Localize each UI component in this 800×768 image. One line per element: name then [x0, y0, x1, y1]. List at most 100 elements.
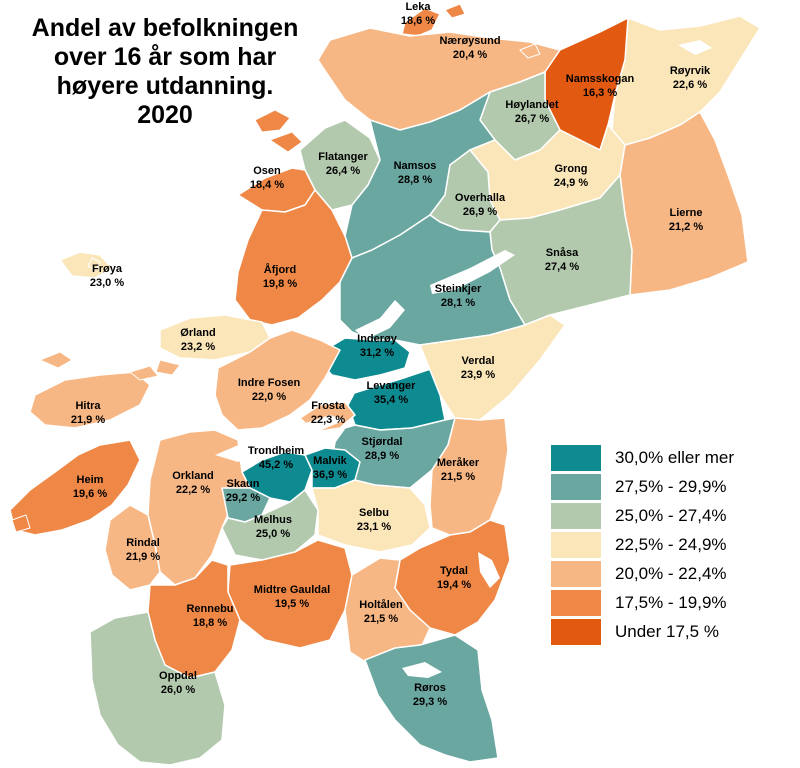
municipality-name: Oppdal	[159, 670, 197, 682]
municipality-name: Overhalla	[454, 192, 506, 204]
municipality-value: 21,5 %	[363, 613, 399, 625]
municipality-name: Midtre Gauldal	[253, 584, 331, 596]
municipality-name: Skaun	[226, 478, 260, 490]
municipality-name: Namsos	[393, 160, 437, 172]
municipality-region	[344, 557, 431, 666]
municipality-name: Åfjord	[263, 264, 297, 276]
municipality-label: Levanger 35,4 %	[367, 379, 416, 407]
island	[444, 3, 466, 19]
municipality-label: Inderøy 31,2 %	[357, 332, 397, 360]
municipality-label: Rennebu 18,8 %	[186, 602, 233, 630]
municipality-value: 21,9 %	[125, 551, 161, 563]
lake-aursunden	[402, 662, 442, 678]
municipality-name: Tydal	[440, 565, 468, 577]
municipality-region	[364, 634, 499, 763]
fjord-beitstad	[355, 300, 405, 340]
legend-swatch	[551, 532, 601, 558]
municipality-value: 25,0 %	[255, 528, 291, 540]
municipality-name: Frosta	[311, 400, 345, 412]
municipality-value: 29,2 %	[225, 492, 261, 504]
municipality-name: Rennebu	[186, 603, 234, 615]
legend-item: 27,5% - 29,9%	[551, 474, 791, 500]
legend-swatch	[551, 474, 601, 500]
title-line-3: høyere utdanning.	[56, 72, 274, 100]
municipality-label: Flatanger 26,4 %	[318, 150, 368, 178]
island	[128, 365, 159, 381]
title-line-1: Andel av befolkningen	[31, 14, 299, 42]
municipality-value: 26,7 %	[514, 113, 550, 125]
municipality-label: Røros 29,3 %	[413, 681, 447, 709]
municipality-name: Meråker	[436, 457, 480, 469]
municipality-label: Midtre Gauldal 19,5 %	[254, 583, 330, 611]
legend-swatch	[551, 590, 601, 616]
municipality-value: 23,2 %	[180, 341, 216, 353]
municipality-label: Meråker 21,5 %	[437, 456, 479, 484]
municipality-value: 21,5 %	[440, 471, 476, 483]
municipality-label: Steinkjer 28,1 %	[435, 282, 481, 310]
municipality-name: Holtålen	[359, 599, 403, 611]
municipality-value: 28,1 %	[440, 297, 476, 309]
island	[254, 109, 291, 133]
municipality-value: 20,4 %	[452, 49, 488, 61]
municipality-name: Selbu	[359, 507, 389, 519]
legend-item: 22,5% - 24,9%	[551, 532, 791, 558]
municipality-label: Røyrvik 22,6 %	[670, 64, 710, 92]
lake-snasavatnet	[430, 250, 515, 294]
municipality-name: Orkland	[172, 470, 214, 482]
municipality-label: Frosta 22,3 %	[311, 399, 345, 427]
municipality-label: Selbu 23,1 %	[357, 506, 391, 534]
legend-swatch	[551, 619, 601, 645]
municipality-label: Namsskogan 16,3 %	[566, 72, 634, 100]
legend-label: 22,5% - 24,9%	[615, 535, 727, 554]
legend-label: 25,0% - 27,4%	[615, 506, 727, 525]
municipality-value: 21,2 %	[668, 221, 704, 233]
legend-item: 25,0% - 27,4%	[551, 503, 791, 529]
municipality-name: Leka	[405, 1, 431, 13]
municipality-label: Leka 18,6 %	[401, 0, 435, 28]
municipality-name: Verdal	[461, 355, 495, 367]
municipality-label: Høylandet 26,7 %	[505, 98, 558, 126]
municipality-label: Overhalla 26,9 %	[455, 191, 505, 219]
municipality-value: 23,0 %	[89, 277, 125, 289]
municipality-region	[29, 371, 151, 429]
municipality-label: Holtålen 21,5 %	[359, 598, 402, 626]
municipality-name: Lierne	[669, 207, 703, 219]
municipality-label: Snåsa 27,4 %	[545, 246, 579, 274]
municipality-value: 35,4 %	[373, 394, 409, 406]
municipality-value: 29,3 %	[412, 696, 448, 708]
municipality-name: Levanger	[366, 380, 416, 392]
municipality-label: Grong 24,9 %	[554, 162, 588, 190]
municipality-region	[59, 251, 113, 279]
municipality-value: 19,4 %	[436, 579, 472, 591]
municipality-region	[89, 611, 226, 766]
municipality-label: Åfjord 19,8 %	[263, 263, 297, 291]
municipality-label: Lierne 21,2 %	[669, 206, 703, 234]
legend-label: Under 17,5 %	[615, 622, 719, 641]
legend-item: 20,0% - 22,4%	[551, 561, 791, 587]
municipality-name: Malvik	[313, 455, 347, 467]
municipality-label: Oppdal 26,0 %	[159, 669, 197, 697]
municipality-value: 19,6 %	[72, 488, 108, 500]
legend-swatch	[551, 503, 601, 529]
municipality-label: Frøya 23,0 %	[90, 262, 124, 290]
fjord-trondheim	[215, 415, 345, 462]
municipality-label: Orkland 22,2 %	[172, 469, 214, 497]
municipality-label: Stjørdal 28,9 %	[362, 435, 403, 463]
municipality-name: Inderøy	[357, 333, 397, 345]
municipality-value: 27,4 %	[544, 261, 580, 273]
municipality-region	[311, 479, 431, 553]
municipality-value: 21,9 %	[70, 414, 106, 426]
island	[11, 514, 31, 533]
municipality-label: Ørland 23,2 %	[180, 326, 215, 354]
municipality-label: Verdal 23,9 %	[461, 354, 495, 382]
municipality-region	[234, 189, 353, 326]
municipality-value: 26,9 %	[462, 206, 498, 218]
municipality-name: Røyrvik	[669, 65, 711, 77]
municipality-name: Røros	[414, 682, 446, 694]
map-title: Andel av befolkningen over 16 år som har…	[20, 14, 310, 130]
municipality-name: Heim	[76, 474, 104, 486]
municipality-label: Heim 19,6 %	[73, 473, 107, 501]
municipality-label: Rindal 21,9 %	[126, 536, 160, 564]
municipality-value: 45,2 %	[258, 459, 294, 471]
